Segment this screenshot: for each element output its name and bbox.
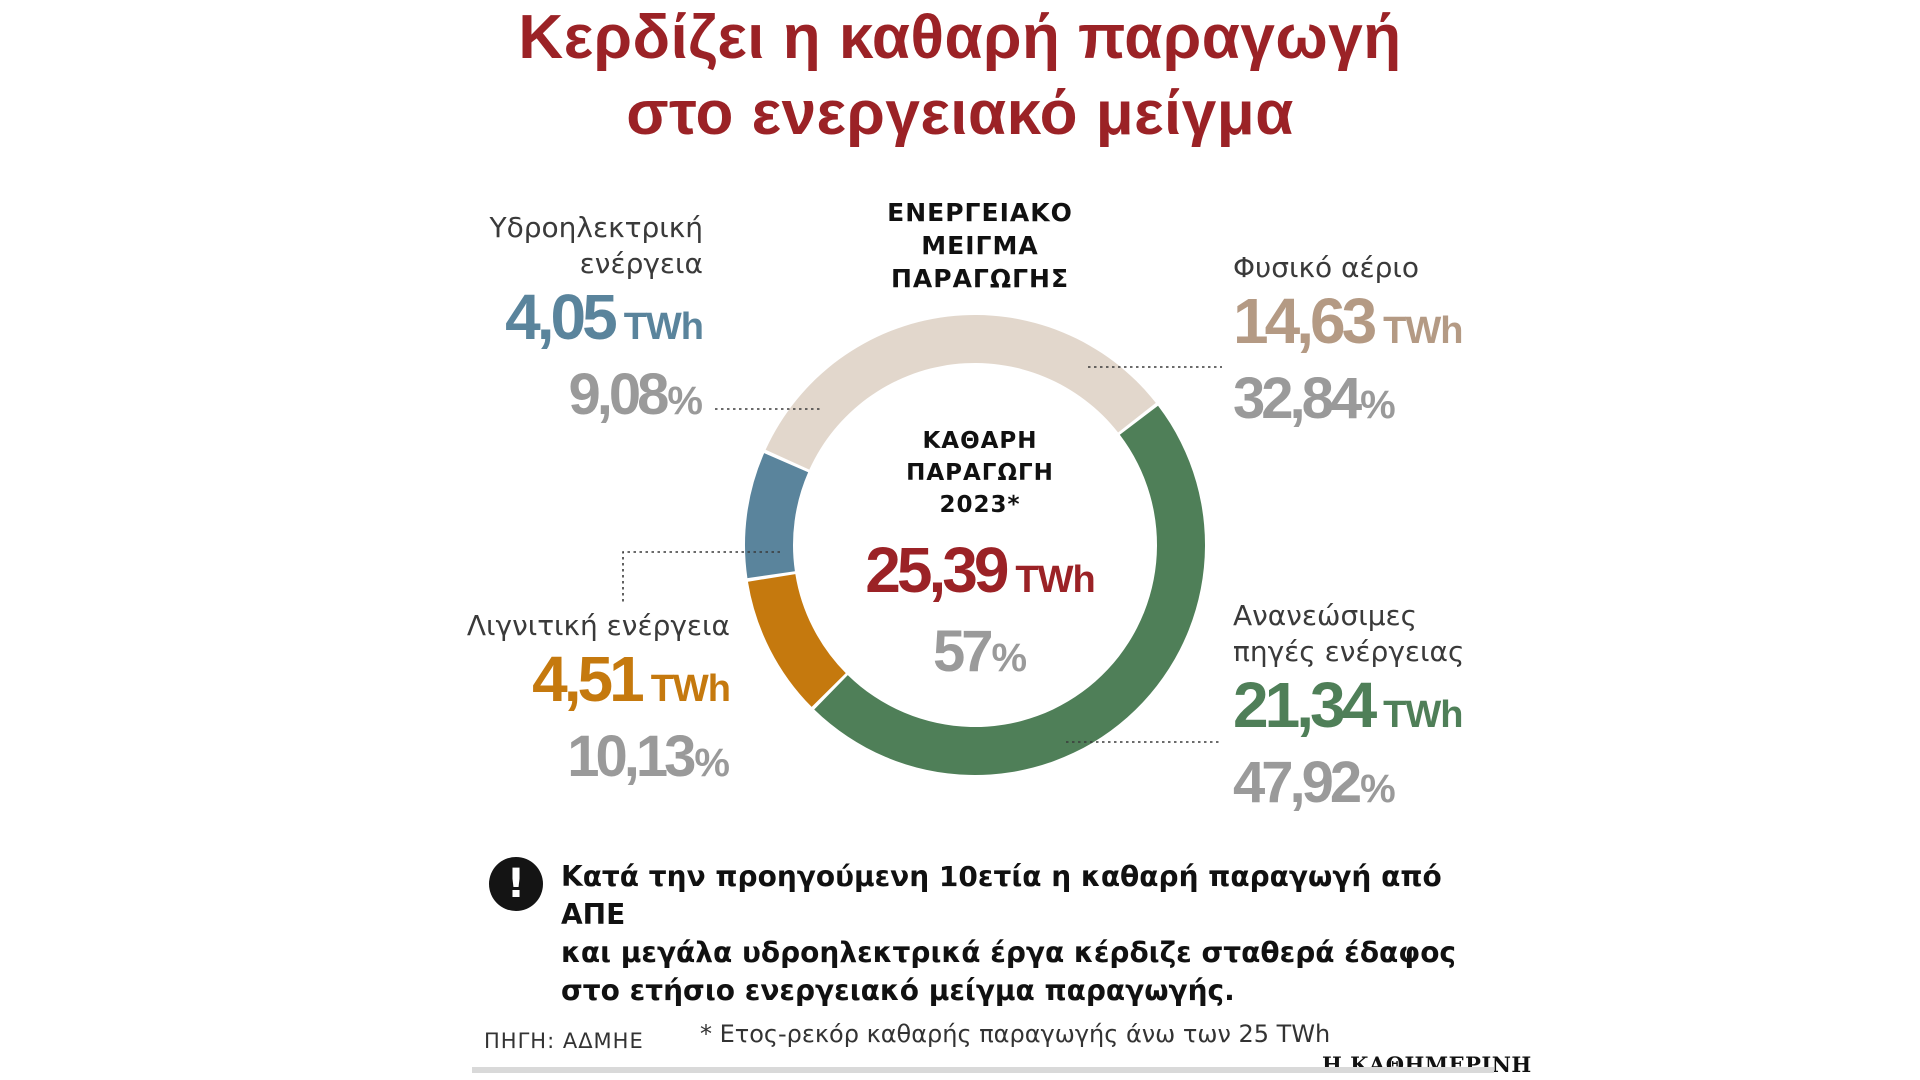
label-gas-value-number: 14,63	[1233, 285, 1377, 357]
label-renewables-unit: TWh	[1383, 694, 1463, 736]
label-lignite-value-number: 4,51	[532, 643, 645, 715]
label-lignite: Λιγνιτική ενέργεια 4,51 TWh 10,13%	[400, 608, 731, 796]
label-gas-unit: TWh	[1383, 310, 1463, 352]
label-hydro-percent-number: 9,08	[568, 362, 670, 427]
label-lignite-value: 4,51 TWh	[400, 643, 731, 724]
center-value-unit: TWh	[1015, 559, 1095, 601]
label-gas-percent-number: 32,84	[1233, 366, 1362, 431]
label-gas-value: 14,63 TWh	[1233, 286, 1553, 366]
label-gas-name-line: Φυσικό αέριο	[1233, 251, 1419, 284]
center-percent-number: 57	[932, 619, 993, 684]
chart-title: Κερδίζει η καθαρή παραγωγή στο ενεργειακ…	[0, 0, 1920, 152]
label-renewables: Ανανεώσιμες πηγές ενέργειας 21,34 TWh 47,…	[1233, 598, 1553, 822]
label-renewables-percent-symbol: %	[1360, 767, 1396, 811]
label-hydro-name-line: Υδροηλεκτρική	[489, 211, 703, 244]
footnote-text: * Ετος-ρεκόρ καθαρής παραγωγής άνω των 2…	[700, 1020, 1331, 1048]
label-renewables-name-line: Ανανεώσιμες	[1233, 599, 1418, 632]
note-text: Κατά την προηγούμενη 10ετία η καθαρή παρ…	[561, 858, 1461, 1010]
label-lignite-percent-symbol: %	[694, 741, 730, 785]
center-value-number: 25,39	[865, 534, 1009, 606]
mix-title-line: ΜΕΙΓΜΑ	[921, 231, 1039, 260]
chart-title-line-2: στο ενεργειακό μείγμα	[626, 79, 1294, 148]
label-lignite-percent-number: 10,13	[567, 724, 696, 789]
center-heading-line: 2023*	[939, 492, 1021, 518]
center-heading-line: ΚΑΘΑΡΗ	[922, 428, 1038, 454]
brand-logo-text: Η ΚΑΘΗΜΕΡΙΝΗ	[1322, 1052, 1532, 1077]
label-hydro-value: 4,05 TWh	[400, 281, 704, 362]
donut-slice-lignite	[747, 574, 846, 707]
label-lignite-name-line: Λιγνιτική ενέργεια	[466, 609, 730, 642]
note-line: και μεγάλα υδροηλεκτρικά έργα κέρδιζε στ…	[561, 936, 1457, 969]
mix-title-line: ΠΑΡΑΓΩΓΗΣ	[890, 264, 1070, 293]
center-percent: 57%	[835, 619, 1125, 691]
donut-slice-gas	[765, 314, 1156, 470]
leader-line-lignite	[622, 551, 780, 603]
label-renewables-percent-number: 47,92	[1233, 750, 1362, 815]
note-line: στο ετήσιο ενεργειακό μείγμα παραγωγής.	[561, 974, 1235, 1007]
label-gas-percent-symbol: %	[1360, 383, 1396, 427]
note-line: Κατά την προηγούμενη 10ετία η καθαρή παρ…	[561, 860, 1442, 931]
label-gas: Φυσικό αέριο 14,63 TWh 32,84%	[1233, 250, 1553, 438]
donut-center: ΚΑΘΑΡΗ ΠΑΡΑΓΩΓΗ 2023* 25,39 TWh 57%	[835, 425, 1125, 691]
label-hydro-name-line: ενέργεια	[579, 247, 703, 280]
mix-title: ΕΝΕΡΓΕΙΑΚΟ ΜΕΙΓΜΑ ΠΑΡΑΓΩΓΗΣ	[835, 196, 1125, 295]
label-gas-percent: 32,84%	[1233, 366, 1553, 438]
label-renewables-value-number: 21,34	[1233, 669, 1377, 741]
label-hydro-percent-symbol: %	[667, 379, 703, 423]
label-renewables-name-line: πηγές ενέργειας	[1233, 635, 1465, 668]
label-hydro-value-number: 4,05	[505, 281, 618, 353]
donut-slice-hydro	[744, 453, 809, 579]
center-percent-symbol: %	[991, 636, 1028, 680]
donut-slice-renewables	[814, 405, 1206, 776]
label-lignite-unit: TWh	[650, 668, 731, 710]
chart-title-line-1: Κερδίζει η καθαρή παραγωγή	[518, 3, 1402, 72]
label-hydro-unit: TWh	[623, 306, 704, 348]
bottom-rule	[472, 1067, 1494, 1073]
center-heading-line: ΠΑΡΑΓΩΓΗ	[906, 460, 1054, 486]
source-text: ΠΗΓΗ: ΑΔΜΗΕ	[484, 1029, 644, 1053]
center-value: 25,39 TWh	[835, 535, 1125, 615]
label-hydro-percent: 9,08%	[400, 362, 703, 434]
mix-title-line: ΕΝΕΡΓΕΙΑΚΟ	[887, 198, 1073, 227]
label-renewables-percent: 47,92%	[1233, 750, 1553, 822]
label-renewables-value: 21,34 TWh	[1233, 670, 1553, 750]
label-lignite-percent: 10,13%	[400, 724, 730, 796]
exclamation-icon: !	[489, 857, 543, 911]
label-hydro: Υδροηλεκτρική ενέργεια 4,05 TWh 9,08%	[400, 210, 704, 434]
